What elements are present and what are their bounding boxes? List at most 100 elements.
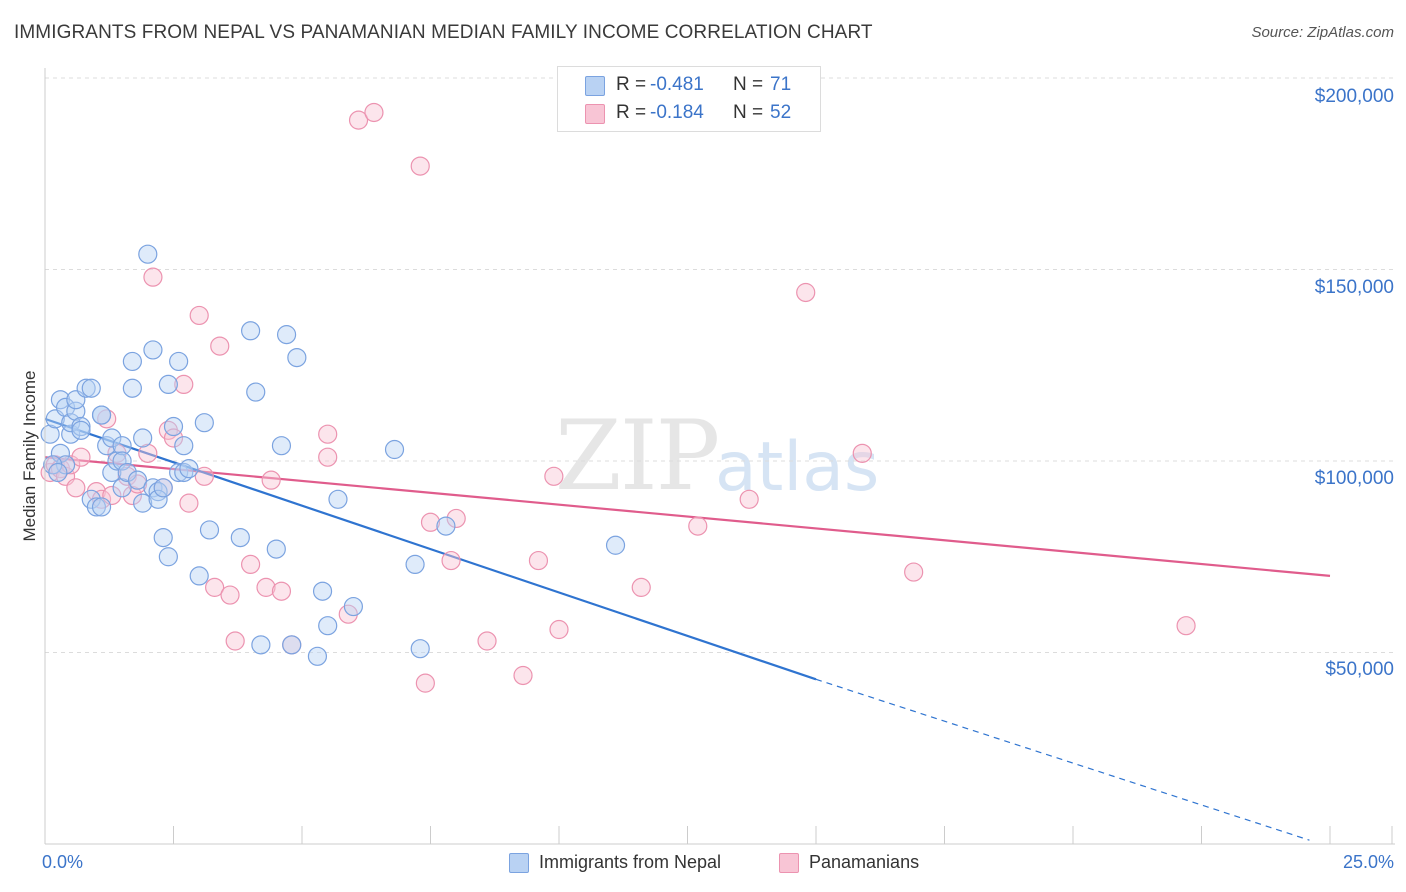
nepal-point — [138, 244, 158, 264]
legend-r-value: -0.481 — [650, 74, 704, 95]
legend-r-label: R = — [616, 74, 647, 95]
nepal-points — [40, 244, 626, 666]
nepal-point — [153, 478, 173, 498]
panamanians-points — [40, 102, 1196, 693]
nepal-point — [276, 325, 297, 345]
nepal-point — [163, 416, 184, 437]
panamanians-point — [261, 470, 281, 490]
panamanians-point — [220, 585, 240, 605]
nepal-point — [50, 443, 71, 463]
nepal-point — [158, 374, 178, 394]
panamanians-point — [225, 631, 245, 651]
nepal-point — [55, 397, 76, 417]
nepal-point — [199, 520, 220, 540]
nepal-point — [148, 482, 168, 502]
panamanians-point — [528, 550, 549, 571]
legend-n-value: 71 — [770, 74, 792, 95]
panamanians-point — [544, 466, 564, 486]
panamanians-point — [364, 102, 384, 123]
panamanians-point — [410, 156, 430, 176]
nepal-point — [143, 340, 163, 360]
nepal-point — [112, 451, 132, 471]
panamanians-point — [631, 577, 651, 597]
nepal-point — [148, 489, 168, 509]
nepal-point — [91, 405, 112, 425]
panamanians-point — [210, 336, 230, 356]
nepal-point — [76, 378, 96, 398]
legend-swatch-pink — [585, 104, 605, 124]
nepal-point — [143, 478, 163, 498]
nepal-point — [384, 439, 405, 460]
nepal-point — [174, 436, 194, 456]
panamanians-point — [122, 485, 142, 506]
nepal-point — [81, 378, 101, 398]
panamanians-point — [241, 554, 261, 575]
nepal-point — [112, 436, 132, 456]
legend-swatch-pink — [779, 853, 799, 873]
nepal-point — [117, 462, 137, 483]
nepal-point — [251, 635, 271, 655]
y-tick-label: $150,000 — [1314, 277, 1394, 298]
nepal-point — [71, 420, 91, 440]
y-tick-label: $200,000 — [1314, 86, 1394, 107]
panamanians-point — [189, 305, 209, 326]
nepal-point — [241, 321, 261, 341]
panamanians-point — [271, 581, 292, 601]
nepal-point — [158, 547, 178, 567]
panamanians-point — [71, 447, 91, 467]
panamanians-point — [852, 443, 872, 463]
panamanians-point — [446, 508, 466, 529]
nepal-point — [174, 462, 194, 483]
legend-r-label: R = — [616, 102, 647, 123]
panamanians-point — [688, 516, 708, 536]
nepal-point — [61, 424, 81, 444]
trend-line-panamanians — [44, 456, 1331, 577]
nepal-point — [122, 351, 142, 372]
nepal-point — [307, 646, 328, 666]
legend-n-value: 52 — [770, 102, 792, 123]
panamanians-point — [174, 374, 194, 394]
trend-lines — [44, 417, 1331, 841]
legend-row-nepal: R = -0.481 N = 71 — [558, 73, 820, 99]
y-axis-label: Median Family Income — [20, 370, 39, 542]
panamanians-point — [441, 550, 461, 571]
nepal-point — [86, 497, 107, 517]
panamanians-point — [1176, 616, 1196, 636]
nepal-point — [328, 489, 348, 509]
nepal-point — [436, 516, 456, 536]
source-label: Source: ZipAtlas.com — [1251, 24, 1394, 41]
legend-label-nepal: Immigrants from Nepal — [539, 852, 722, 872]
panamanians-point — [66, 478, 86, 498]
nepal-point — [66, 401, 86, 421]
panamanians-point — [739, 489, 759, 509]
panamanians-point — [318, 424, 338, 444]
panamanians-point — [796, 282, 816, 303]
nepal-point — [61, 413, 81, 433]
nepal-point — [605, 535, 626, 555]
legend-label-panamanians: Panamanians — [809, 852, 920, 872]
nepal-point — [410, 639, 430, 659]
nepal-point — [271, 436, 292, 456]
nepal-point — [230, 527, 250, 548]
legend-swatch-blue — [509, 853, 529, 873]
nepal-point — [189, 566, 209, 586]
legend-n-label: N = — [733, 102, 764, 123]
y-tick-label: $100,000 — [1314, 468, 1394, 489]
nepal-point — [169, 351, 189, 372]
trend-line-nepal — [44, 417, 817, 681]
nepal-point — [246, 382, 266, 402]
panamanians-point — [179, 493, 199, 513]
nepal-point — [343, 596, 363, 617]
legend-swatch-blue — [585, 76, 605, 96]
x-tick-label-max: 25.0% — [1342, 852, 1394, 872]
nepal-point — [133, 428, 153, 448]
panamanians-point — [420, 512, 441, 532]
nepal-point — [112, 478, 132, 498]
nepal-point — [169, 462, 189, 483]
panamanians-point — [194, 466, 214, 486]
nepal-point — [102, 428, 122, 448]
panamanians-point — [318, 447, 338, 467]
panamanians-point — [143, 267, 163, 287]
panamanians-point — [163, 428, 184, 448]
panamanians-point — [477, 631, 497, 651]
